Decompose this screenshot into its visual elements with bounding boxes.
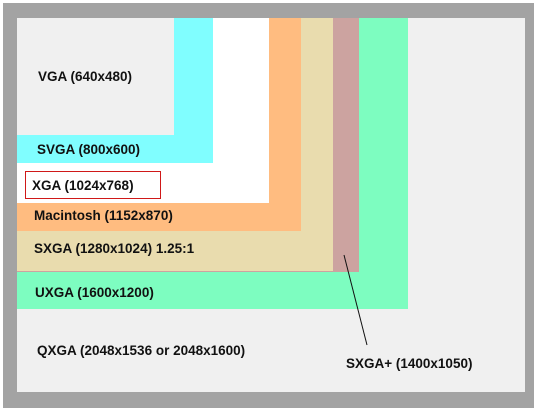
xga-highlight-box: [25, 171, 161, 199]
sxga-plus-label: SXGA+ (1400x1050): [346, 356, 473, 371]
qxga-label: QXGA (2048x1536 or 2048x1600): [37, 343, 246, 358]
uxga-label: UXGA (1600x1200): [35, 285, 154, 300]
macintosh-label: Macintosh (1152x870): [34, 208, 173, 223]
vga-area: [17, 18, 174, 135]
vga-label: VGA (640x480): [38, 69, 133, 84]
svga-label: SVGA (800x600): [37, 142, 141, 157]
sxga-label: SXGA (1280x1024) 1.25:1: [34, 241, 195, 256]
xga-label: XGA (1024x768): [32, 178, 134, 193]
